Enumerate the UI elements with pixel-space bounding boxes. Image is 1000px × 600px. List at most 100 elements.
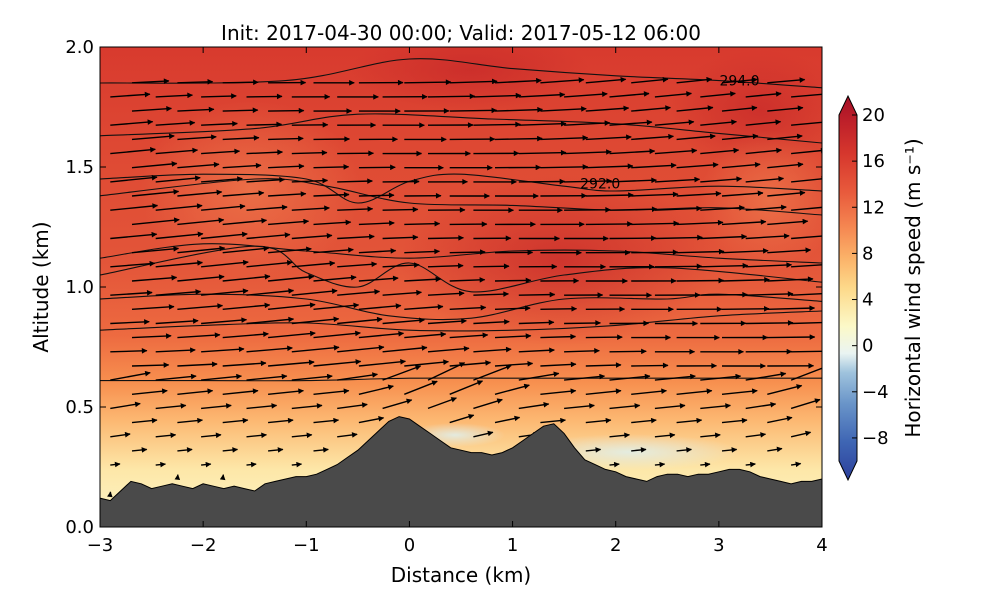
wind-vector <box>337 432 358 438</box>
wind-vector <box>721 77 758 84</box>
wind-vector <box>110 146 156 155</box>
wind-vector <box>177 217 225 226</box>
wind-vector <box>609 373 651 381</box>
wind-vector <box>676 447 692 453</box>
wind-vector <box>337 178 373 184</box>
wind-vector <box>222 79 259 86</box>
wind-vector <box>268 246 312 254</box>
wind-vector <box>222 217 268 226</box>
wind-vector <box>449 78 498 85</box>
wind-vector <box>110 203 159 211</box>
isentrope-line <box>100 243 822 264</box>
wind-vector <box>246 260 293 268</box>
wind-vector <box>791 321 822 325</box>
wind-vector <box>155 147 199 155</box>
wind-vector <box>564 373 606 381</box>
wind-vector <box>291 403 323 410</box>
wind-vector <box>585 362 622 368</box>
wind-vector <box>291 232 333 240</box>
wind-vector <box>631 447 647 453</box>
wind-vector <box>790 367 822 381</box>
isentrope-line <box>100 173 822 204</box>
wind-vector <box>131 333 172 339</box>
wind-vector <box>246 403 278 410</box>
colorbar-tick-label: −4 <box>862 382 889 403</box>
wind-vector <box>721 133 759 141</box>
wind-vector <box>791 147 822 155</box>
wind-vector <box>654 147 698 155</box>
x-tick-label: 3 <box>713 535 724 556</box>
wind-vector <box>110 370 151 381</box>
wind-vector <box>110 290 153 296</box>
wind-vector <box>564 178 613 184</box>
wind-vector <box>382 289 422 296</box>
wind-vector <box>609 206 658 213</box>
chart-title: Init: 2017-04-30 00:00; Valid: 2017-05-1… <box>221 21 701 45</box>
wind-vector <box>358 303 402 310</box>
wind-vector <box>110 119 154 126</box>
wind-vector <box>745 91 782 98</box>
wind-vector <box>609 119 653 126</box>
wind-vector <box>609 403 641 410</box>
wind-vector <box>654 403 686 410</box>
wind-vector <box>291 373 333 381</box>
x-axis-label: Distance (km) <box>391 563 531 587</box>
wind-vector <box>358 384 394 395</box>
y-axis-label: Altitude (km) <box>29 221 53 352</box>
wind-vector <box>177 245 226 254</box>
wind-vector <box>427 262 464 269</box>
wind-vector <box>540 77 585 84</box>
wind-vector <box>201 120 238 127</box>
wind-vector <box>745 233 790 240</box>
wind-vector <box>449 304 487 311</box>
wind-vector <box>631 191 679 198</box>
wind-vector <box>609 432 630 439</box>
wind-vector <box>313 274 357 282</box>
wind-vector <box>473 291 509 297</box>
isentrope-line <box>100 310 822 332</box>
wind-vector <box>767 415 793 424</box>
wind-vector <box>246 204 288 211</box>
wind-vector <box>110 174 158 183</box>
wind-vector <box>155 373 197 381</box>
wind-vector <box>404 276 442 283</box>
wind-vector <box>427 235 464 241</box>
wind-vector <box>540 164 589 170</box>
wind-vector <box>564 91 608 98</box>
wind-vector <box>518 291 556 298</box>
wind-vector <box>791 293 822 296</box>
wind-vector <box>767 105 804 112</box>
wind-vector <box>177 303 224 310</box>
wind-vector <box>676 277 725 284</box>
wind-vector <box>268 163 305 170</box>
wind-vector <box>564 120 611 126</box>
wind-vector <box>201 231 248 240</box>
wind-vector <box>131 78 170 84</box>
wind-vector <box>246 177 285 183</box>
wind-vector <box>518 319 555 326</box>
wind-vector <box>155 403 187 410</box>
terrain-profile <box>100 416 822 527</box>
wind-vector <box>609 91 650 98</box>
wind-vector <box>222 162 262 169</box>
wind-vector <box>721 277 770 283</box>
wind-vector <box>745 432 767 438</box>
wind-vector <box>518 120 567 127</box>
wind-vector <box>700 147 740 155</box>
wind-vector <box>609 348 647 355</box>
wind-vector <box>382 345 428 353</box>
wind-vector <box>201 93 237 99</box>
wind-vector <box>721 219 767 226</box>
wind-vector <box>131 161 178 169</box>
colorbar: 20 16 12 8 4 0 −4 −8 Horizontal wind speed (m s… <box>838 94 925 482</box>
wind-vector <box>494 277 532 284</box>
wind-vector <box>337 344 385 353</box>
wind-vector <box>110 401 141 410</box>
wind-vector <box>540 417 566 424</box>
contour-label: 294.0 <box>719 73 759 89</box>
wind-vector <box>631 388 667 395</box>
wind-vector <box>790 398 821 410</box>
wind-vector <box>404 220 441 227</box>
wind-vector <box>201 317 248 325</box>
wind-vector <box>201 461 212 468</box>
